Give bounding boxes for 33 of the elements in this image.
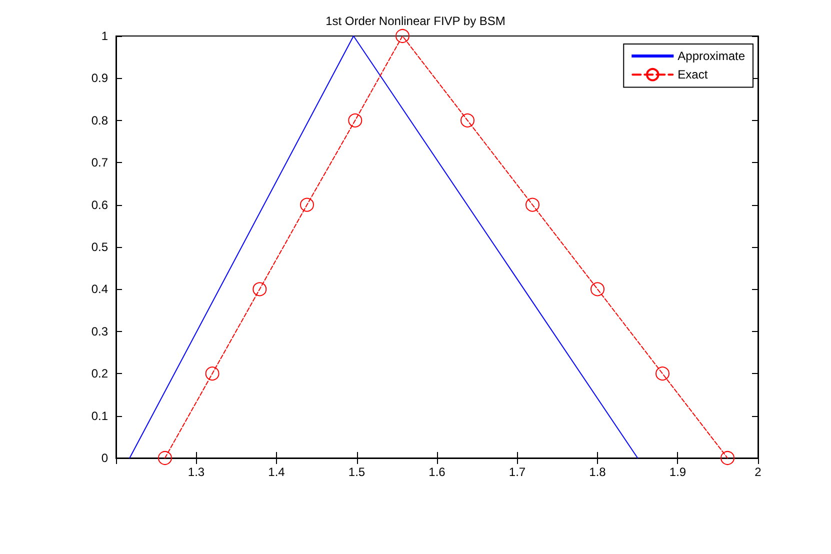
chart-title: 1st Order Nonlinear FIVP by BSM <box>326 14 506 28</box>
y-tick-label: 0.8 <box>91 113 108 128</box>
point <box>396 29 410 43</box>
x-tick-label: 1.3 <box>188 465 205 479</box>
x-tick-label: 1.8 <box>589 465 606 479</box>
point <box>656 366 670 381</box>
point <box>300 198 314 212</box>
point <box>590 282 604 296</box>
y-tick-label: 0 <box>101 451 108 465</box>
y-tick-label: 0.2 <box>91 366 108 381</box>
y-tick-label: 0.5 <box>91 240 108 254</box>
y-tick-label: 0.9 <box>91 71 108 86</box>
point <box>526 198 540 212</box>
x-tick-label: 2 <box>754 465 762 479</box>
x-tick-label: 1.4 <box>268 465 286 479</box>
y-tick-label: 0.1 <box>91 408 108 423</box>
x-tick-label: 1.7 <box>508 465 526 479</box>
x-tick-label: 1.6 <box>428 465 446 479</box>
point <box>720 451 735 465</box>
y-tick-label: 0.7 <box>91 156 108 170</box>
point <box>252 282 267 296</box>
legend-label: Approximate <box>678 49 746 63</box>
y-tick-label: 0.6 <box>91 198 108 212</box>
y-tick-label: 0.4 <box>91 282 108 296</box>
legend-label: Exact <box>678 68 708 82</box>
x-tick-label: 1.9 <box>669 465 686 479</box>
point <box>205 366 220 381</box>
y-tick-label: 1 <box>101 29 108 43</box>
point <box>158 451 172 465</box>
y-tick-label: 0.3 <box>91 324 108 338</box>
point <box>348 113 362 128</box>
x-tick-label: 1.5 <box>348 465 366 479</box>
point <box>460 113 474 128</box>
